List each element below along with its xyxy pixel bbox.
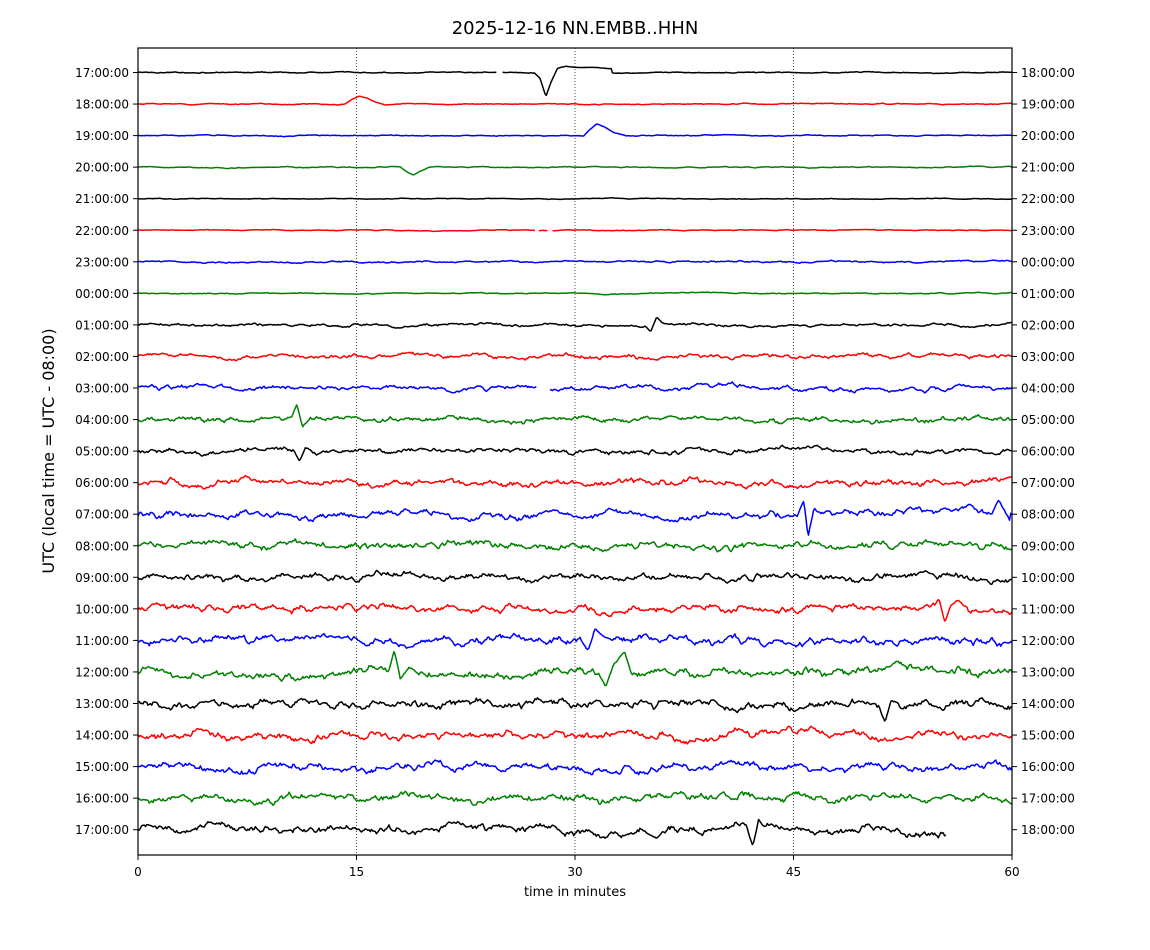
- seismic-trace: [137, 444, 1013, 462]
- right-hour-label: 06:00:00: [1021, 445, 1075, 459]
- left-hour-label: 14:00:00: [75, 729, 129, 743]
- seismic-trace: [137, 628, 1013, 651]
- vertical-gridlines: [356, 48, 794, 855]
- seismic-trace: [137, 228, 1013, 233]
- left-hour-label: 13:00:00: [75, 697, 129, 711]
- left-hour-label: 02:00:00: [75, 350, 129, 364]
- seismic-trace: [137, 499, 1013, 536]
- right-hour-label: 17:00:00: [1021, 792, 1075, 806]
- seismic-trace: [137, 697, 1012, 722]
- seismic-trace: [137, 759, 1013, 776]
- right-hour-label: 03:00:00: [1021, 350, 1075, 364]
- seismic-trace: [137, 291, 1013, 296]
- left-hour-label: 23:00:00: [75, 255, 129, 269]
- left-hour-labels: 17:00:00 18:00:00 19:00:00 20:00:00 21:00:00…: [75, 66, 138, 837]
- left-hour-label: 20:00:00: [75, 161, 129, 175]
- right-hour-label: 13:00:00: [1021, 665, 1075, 679]
- seismic-trace: [137, 474, 1013, 490]
- x-tick-label: 30: [567, 865, 582, 879]
- left-hour-label: 18:00:00: [75, 98, 129, 112]
- right-hour-label: 05:00:00: [1021, 413, 1075, 427]
- seismic-trace: [137, 598, 1013, 622]
- right-hour-label: 18:00:00: [1021, 66, 1075, 80]
- left-hour-label: 12:00:00: [75, 665, 129, 679]
- seismic-trace: [137, 259, 1013, 265]
- right-hour-label: 20:00:00: [1021, 129, 1075, 143]
- right-hour-label: 02:00:00: [1021, 318, 1075, 332]
- seismic-trace: [137, 790, 1013, 807]
- right-hour-label: 11:00:00: [1021, 602, 1075, 616]
- left-hour-label: 03:00:00: [75, 382, 129, 396]
- right-hour-label: 23:00:00: [1021, 224, 1075, 238]
- seismic-trace: [137, 538, 1013, 553]
- left-hour-label: 10:00:00: [75, 602, 129, 616]
- left-hour-label: 08:00:00: [75, 539, 129, 553]
- x-axis-ticks: 0 15 30 45 60: [134, 855, 1020, 879]
- left-hour-label: 19:00:00: [75, 129, 129, 143]
- right-hour-label: 14:00:00: [1021, 697, 1075, 711]
- seismic-trace: [137, 196, 1013, 201]
- x-tick-label: 0: [134, 865, 142, 879]
- right-hour-label: 21:00:00: [1021, 161, 1075, 175]
- seismic-trace: [138, 404, 1013, 428]
- left-hour-label: 11:00:00: [75, 634, 129, 648]
- seismic-trace: [137, 123, 1013, 138]
- left-hour-label: 21:00:00: [75, 192, 129, 206]
- right-hour-label: 16:00:00: [1021, 760, 1075, 774]
- right-hour-label: 22:00:00: [1021, 192, 1075, 206]
- plot-frame: [137, 47, 1013, 856]
- y-axis-label: UTC (local time = UTC - 08:00): [39, 328, 58, 573]
- seismic-traces: [137, 65, 1013, 846]
- right-hour-label: 04:00:00: [1021, 382, 1075, 396]
- left-hour-label: 00:00:00: [75, 287, 129, 301]
- left-hour-label: 05:00:00: [75, 445, 129, 459]
- left-hour-label: 17:00:00: [75, 823, 129, 837]
- right-hour-labels: 18:00:00 19:00:00 20:00:00 21:00:00 22:00:00…: [1012, 66, 1075, 837]
- x-tick-label: 45: [786, 865, 801, 879]
- x-axis-label: time in minutes: [524, 885, 626, 900]
- left-hour-label: 04:00:00: [75, 413, 129, 427]
- right-hour-label: 10:00:00: [1021, 571, 1075, 585]
- right-hour-label: 07:00:00: [1021, 476, 1075, 490]
- seismic-trace: [137, 165, 1013, 176]
- x-tick-label: 60: [1004, 865, 1019, 879]
- chart-title: 2025-12-16 NN.EMBB..HHN: [452, 18, 699, 39]
- right-hour-label: 18:00:00: [1021, 823, 1075, 837]
- seismic-trace: [137, 725, 1013, 745]
- left-hour-label: 22:00:00: [75, 224, 129, 238]
- left-hour-label: 06:00:00: [75, 476, 129, 490]
- right-hour-label: 00:00:00: [1021, 255, 1075, 269]
- right-hour-label: 15:00:00: [1021, 729, 1075, 743]
- right-hour-label: 19:00:00: [1021, 98, 1075, 112]
- left-hour-label: 16:00:00: [75, 792, 129, 806]
- left-hour-label: 07:00:00: [75, 508, 129, 522]
- left-hour-label: 15:00:00: [75, 760, 129, 774]
- right-hour-label: 01:00:00: [1021, 287, 1075, 301]
- seismic-trace: [137, 650, 1013, 687]
- right-hour-label: 09:00:00: [1021, 539, 1075, 553]
- seismic-trace: [137, 351, 1013, 362]
- seismic-trace: [137, 95, 1013, 106]
- left-hour-label: 01:00:00: [75, 318, 129, 332]
- seismic-trace: [137, 65, 1013, 97]
- seismic-trace: [137, 569, 1013, 586]
- x-tick-label: 15: [349, 865, 364, 879]
- seismic-trace: [137, 381, 1013, 394]
- seismic-trace: [137, 316, 1013, 332]
- seismic-trace: [137, 818, 947, 846]
- right-hour-label: 08:00:00: [1021, 508, 1075, 522]
- right-hour-label: 12:00:00: [1021, 634, 1075, 648]
- left-hour-label: 09:00:00: [75, 571, 129, 585]
- left-hour-label: 17:00:00: [75, 66, 129, 80]
